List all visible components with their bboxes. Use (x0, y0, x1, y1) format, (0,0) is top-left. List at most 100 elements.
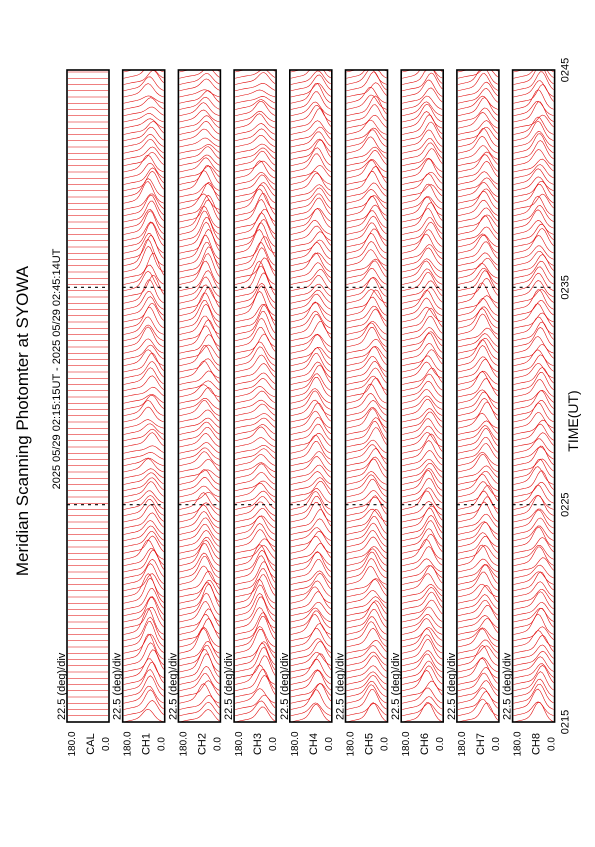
channel-label: CH5 (364, 733, 376, 755)
scan-trace (179, 417, 220, 429)
scan-trace (235, 437, 276, 448)
scan-trace (402, 208, 443, 229)
scan-trace (290, 390, 331, 410)
scan-trace (457, 513, 499, 529)
scan-trace (179, 683, 220, 704)
scan-trace (346, 322, 387, 342)
scale-label: 22.5 (deg)/div (390, 652, 402, 720)
scan-trace (346, 104, 387, 123)
scan-trace (123, 170, 164, 192)
scan-trace (235, 700, 276, 717)
scan-trace (346, 565, 387, 585)
scan-trace (290, 623, 332, 642)
scan-trace (179, 644, 220, 667)
scan-trace (513, 71, 554, 92)
panel-traces (235, 69, 276, 723)
scan-trace (457, 584, 499, 604)
panel-ch3: 180.0 0.0 CH3 22.5 (deg)/div (223, 69, 279, 757)
scan-trace (402, 349, 443, 367)
scan-trace (179, 565, 220, 585)
scan-trace (235, 310, 276, 335)
scan-trace (457, 214, 499, 229)
scan-trace (513, 193, 554, 210)
scan-trace (179, 626, 220, 648)
scan-trace (402, 463, 443, 479)
scan-trace (346, 448, 387, 467)
scan-trace (402, 418, 443, 435)
scan-trace (513, 537, 554, 554)
scan-trace (179, 582, 220, 604)
scan-trace (402, 306, 443, 323)
scan-trace (346, 327, 387, 348)
scan-trace (457, 241, 499, 260)
scan-trace (235, 480, 276, 492)
scan-trace (235, 592, 276, 617)
scan-trace (123, 193, 164, 210)
scan-trace (235, 247, 276, 273)
scan-trace (346, 616, 387, 635)
scan-trace (290, 551, 331, 567)
scan-trace (179, 284, 220, 304)
scan-trace (235, 515, 276, 535)
scan-trace (513, 272, 554, 292)
scan-trace (179, 181, 220, 204)
scan-trace (123, 95, 164, 104)
scan-trace (513, 634, 554, 654)
scan-trace (235, 147, 276, 160)
scan-trace (457, 391, 499, 410)
scan-trace (179, 387, 220, 404)
scan-trace (402, 101, 443, 117)
scan-trace (235, 99, 276, 110)
scan-trace (235, 327, 276, 348)
scan-trace (457, 154, 499, 173)
scan-trace (457, 233, 499, 248)
scan-trace (457, 313, 499, 335)
scan-trace (402, 148, 443, 167)
scan-trace (513, 158, 554, 173)
scan-trace (513, 525, 554, 542)
time-range-label: 2025 05/29 02:15:15UT - 2025 05/29 02:45… (51, 248, 63, 489)
scan-trace (123, 472, 164, 485)
scan-trace (123, 279, 164, 304)
panel-traces (68, 71, 108, 723)
scan-trace (346, 558, 387, 579)
scan-trace (346, 289, 387, 310)
scan-trace (179, 360, 220, 379)
scan-trace (513, 120, 554, 142)
scan-trace (235, 96, 276, 104)
scan-trace (457, 428, 499, 448)
scan-trace (513, 688, 554, 710)
scan-trace (402, 433, 443, 454)
scan-trace (402, 634, 443, 654)
y-tick-label: 180.0 (67, 731, 78, 756)
panel-frame (400, 69, 445, 723)
scan-trace (402, 87, 443, 104)
scan-trace (123, 133, 164, 148)
scan-trace (457, 182, 499, 198)
panels-group: 180.0 0.0 CAL 22.5 (deg)/div 180.0 0.0 CH1 22.5… (56, 69, 558, 757)
panel-background (456, 70, 499, 722)
y-tick-label: 0.0 (380, 737, 391, 751)
scan-trace (402, 458, 443, 473)
scan-trace (235, 333, 276, 354)
scan-trace (513, 564, 554, 579)
scan-trace (346, 458, 387, 479)
scan-trace (346, 680, 387, 698)
scan-trace (235, 607, 276, 629)
scan-trace (290, 289, 331, 304)
channel-label: CH2 (196, 733, 208, 755)
scan-trace (290, 364, 332, 385)
scan-trace (179, 270, 220, 292)
scan-trace (290, 373, 331, 392)
scan-trace (346, 703, 387, 717)
scan-trace (457, 564, 499, 579)
scan-trace (290, 399, 331, 417)
scan-trace (402, 342, 443, 360)
scan-trace (179, 276, 220, 298)
scan-trace (402, 202, 443, 223)
scan-trace (402, 244, 443, 260)
scan-trace (513, 303, 554, 323)
scan-trace (179, 618, 220, 642)
y-tick-label: 180.0 (178, 731, 189, 756)
y-tick-label: 0.0 (491, 737, 502, 751)
